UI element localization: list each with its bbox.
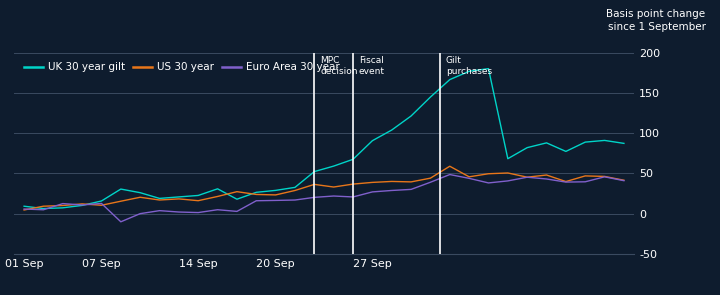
Text: MPC
decision: MPC decision (320, 55, 358, 76)
Text: Gilt
purchases: Gilt purchases (446, 55, 492, 76)
Legend: UK 30 year gilt, US 30 year, Euro Area 30 year: UK 30 year gilt, US 30 year, Euro Area 3… (19, 58, 344, 77)
Text: Basis point change
since 1 September: Basis point change since 1 September (606, 9, 706, 32)
Text: Fiscal
event: Fiscal event (359, 55, 384, 76)
